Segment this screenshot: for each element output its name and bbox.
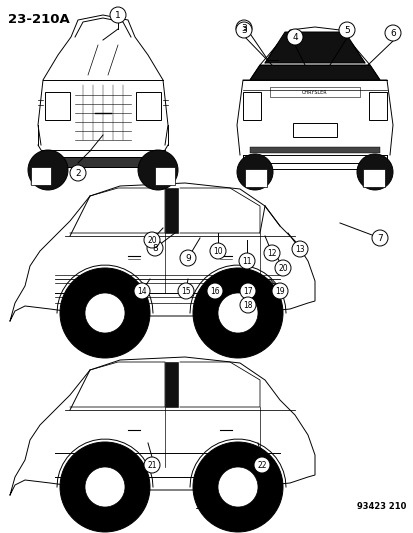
- Circle shape: [60, 442, 150, 532]
- Text: 12: 12: [267, 248, 276, 257]
- Text: 18: 18: [243, 301, 252, 310]
- Circle shape: [60, 268, 150, 358]
- Text: 19: 19: [275, 287, 284, 295]
- Circle shape: [138, 150, 178, 190]
- Text: 3: 3: [240, 23, 246, 33]
- Circle shape: [85, 293, 125, 333]
- Text: 17: 17: [242, 287, 252, 295]
- Bar: [45, 157, 161, 167]
- Circle shape: [110, 7, 126, 23]
- Text: 13: 13: [294, 245, 304, 254]
- Circle shape: [235, 22, 252, 38]
- Text: 3: 3: [240, 26, 246, 35]
- Circle shape: [240, 297, 255, 313]
- Text: 2: 2: [75, 168, 81, 177]
- Circle shape: [254, 457, 269, 473]
- Circle shape: [192, 442, 282, 532]
- Circle shape: [263, 245, 279, 261]
- Circle shape: [338, 22, 354, 38]
- Text: 15: 15: [181, 287, 190, 295]
- Bar: [45, 92, 70, 120]
- Text: 23-210A: 23-210A: [8, 13, 69, 26]
- Text: 10: 10: [213, 246, 222, 255]
- Bar: [31, 167, 51, 185]
- Circle shape: [144, 232, 159, 248]
- Text: 6: 6: [389, 28, 395, 37]
- Bar: [269, 87, 359, 97]
- Polygon shape: [165, 362, 178, 407]
- Bar: [154, 167, 175, 185]
- Text: 11: 11: [242, 256, 251, 265]
- Circle shape: [274, 260, 290, 276]
- Text: 20: 20: [278, 263, 287, 272]
- Text: 4: 4: [292, 33, 297, 42]
- Circle shape: [147, 240, 163, 256]
- Circle shape: [192, 268, 282, 358]
- Circle shape: [218, 293, 257, 333]
- Bar: [136, 92, 161, 120]
- Bar: [292, 123, 336, 137]
- Circle shape: [178, 283, 194, 299]
- Text: 7: 7: [376, 233, 382, 243]
- Text: 22: 22: [256, 461, 266, 470]
- Text: CHRYSLER: CHRYSLER: [301, 90, 327, 94]
- Text: 5: 5: [343, 26, 349, 35]
- Circle shape: [384, 25, 400, 41]
- Text: 1996: 1996: [194, 501, 219, 511]
- Polygon shape: [264, 32, 364, 63]
- Circle shape: [238, 253, 254, 269]
- Text: 93423 210: 93423 210: [356, 502, 405, 511]
- Circle shape: [70, 165, 86, 181]
- Text: 16: 16: [210, 287, 219, 295]
- Circle shape: [356, 154, 392, 190]
- Text: 1: 1: [115, 11, 121, 20]
- Text: 9: 9: [185, 254, 190, 262]
- Bar: [244, 169, 266, 187]
- Circle shape: [144, 457, 159, 473]
- Circle shape: [240, 283, 255, 299]
- Bar: [362, 169, 384, 187]
- Circle shape: [236, 154, 272, 190]
- Circle shape: [286, 29, 302, 45]
- Circle shape: [271, 283, 287, 299]
- Bar: [368, 92, 386, 120]
- Text: 20: 20: [147, 236, 157, 245]
- Text: 21: 21: [147, 461, 157, 470]
- Circle shape: [85, 467, 125, 507]
- Polygon shape: [249, 65, 379, 80]
- Text: 8: 8: [152, 244, 157, 253]
- Circle shape: [218, 467, 257, 507]
- Circle shape: [134, 283, 150, 299]
- Circle shape: [291, 241, 307, 257]
- Circle shape: [180, 250, 195, 266]
- Circle shape: [28, 150, 68, 190]
- Polygon shape: [165, 188, 178, 233]
- Bar: [249, 147, 379, 153]
- Circle shape: [371, 230, 387, 246]
- Text: 14: 14: [137, 287, 147, 295]
- Circle shape: [206, 283, 223, 299]
- Circle shape: [209, 243, 225, 259]
- Bar: [242, 92, 260, 120]
- Circle shape: [235, 20, 252, 36]
